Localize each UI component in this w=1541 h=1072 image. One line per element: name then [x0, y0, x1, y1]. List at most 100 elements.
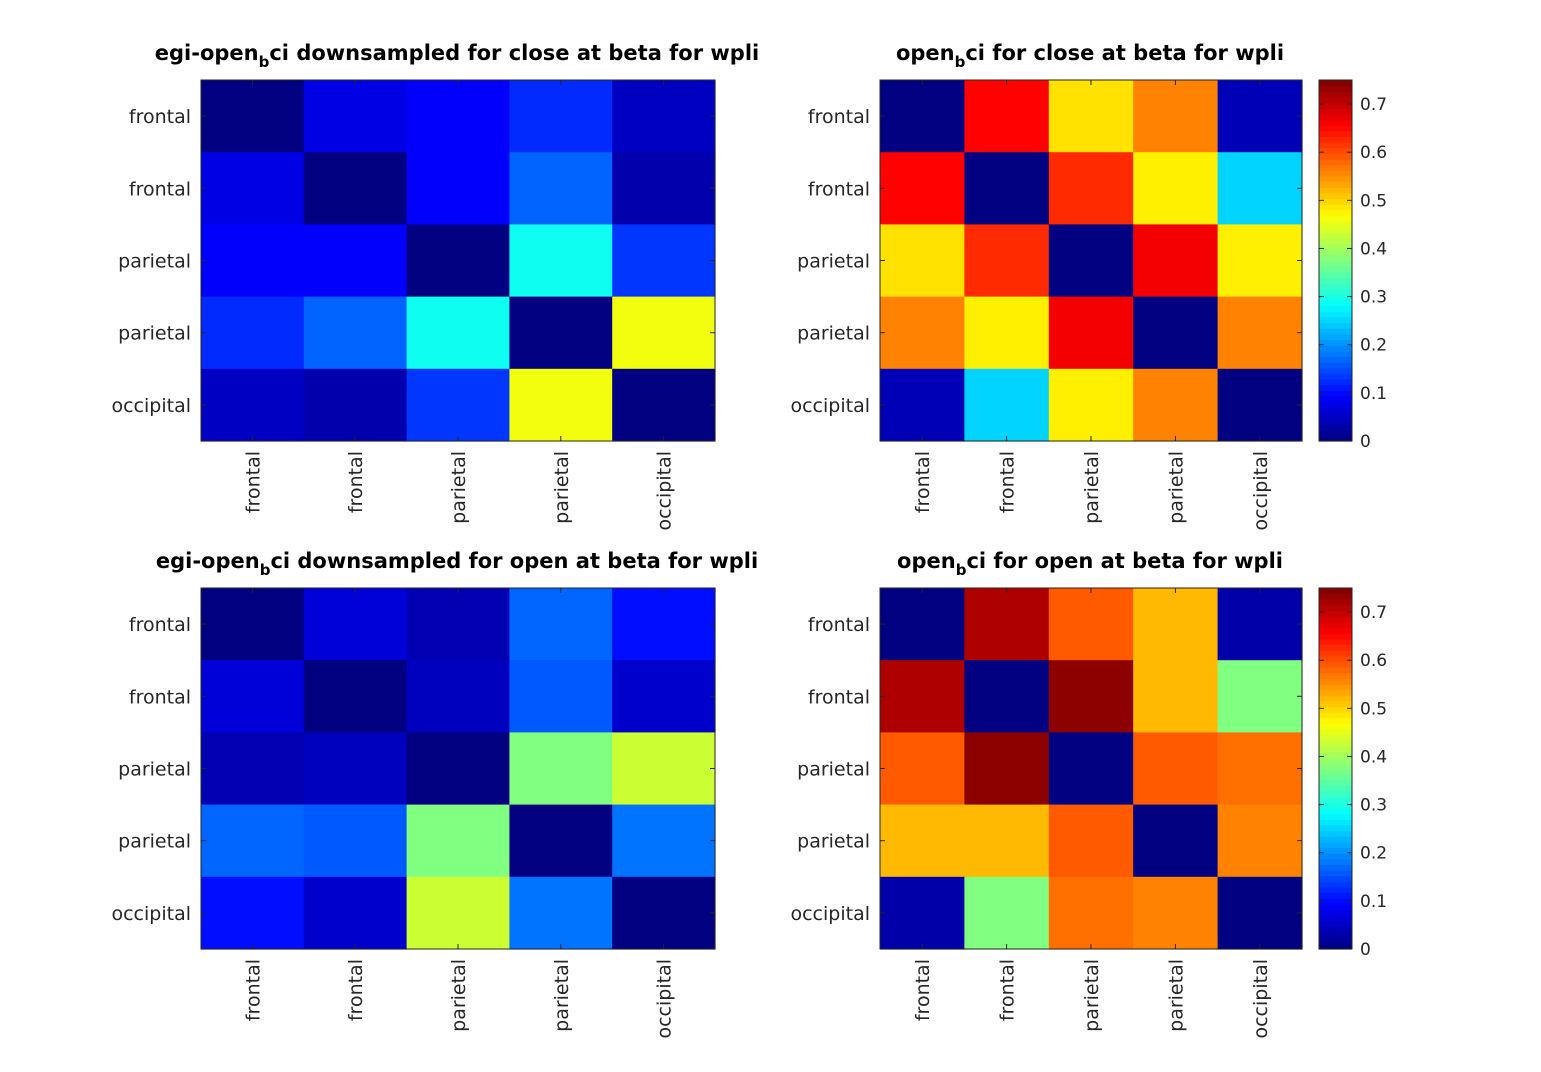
- heatmap-cell: [1217, 152, 1303, 225]
- colorbar: 0 0.1 0.2 0.3 0.4 0.5 0.6 0.7: [1318, 79, 1387, 452]
- y-tick-label: occipital: [111, 903, 191, 925]
- title-text: egi-open: [156, 549, 260, 573]
- y-tick-label: parietal: [118, 323, 191, 345]
- title-subscript: b: [260, 561, 271, 579]
- heatmap-cell: [201, 152, 305, 225]
- colorbar-segment: [1319, 85, 1352, 92]
- heatmap-cell: [880, 732, 965, 806]
- colorbar-segment: [1319, 689, 1352, 696]
- colorbar-segment: [1319, 864, 1352, 871]
- heatmap-cell: [406, 876, 510, 950]
- heatmap-cell: [880, 368, 965, 442]
- heatmap-cell: [964, 152, 1050, 225]
- colorbar-segment: [1319, 824, 1352, 832]
- heatmap-cell: [303, 660, 408, 733]
- colorbar-tick-label: 0.3: [1360, 796, 1387, 816]
- y-tick-label: frontal: [129, 178, 191, 200]
- y-tick-labels: frontal frontal parietal parietal occipital: [111, 106, 191, 417]
- heatmap-cell: [1133, 152, 1219, 225]
- heatmap-cell: [1217, 296, 1303, 370]
- colorbar-segment: [1319, 164, 1352, 171]
- colorbar-segment: [1319, 785, 1352, 792]
- heatmap-cell: [509, 876, 613, 950]
- y-tick-label: frontal: [808, 106, 870, 128]
- colorbar-segment: [1319, 599, 1352, 606]
- heatmap-panel-close-downsampled: egi-openbci downsampled for close at bet…: [111, 41, 759, 531]
- heatmap-cell: [201, 876, 305, 950]
- colorbar-segment: [1319, 768, 1352, 775]
- heatmap-cell: [964, 804, 1050, 878]
- y-tick-label: frontal: [129, 614, 191, 636]
- y-tick-label: frontal: [808, 614, 870, 636]
- x-tick-label: parietal: [1081, 451, 1103, 524]
- colorbar-segment: [1319, 898, 1352, 905]
- heatmap-panel-open-openbci: openbci for open at beta for wpli fronta…: [790, 549, 1387, 1039]
- heatmap-cell: [880, 876, 965, 950]
- heatmap-cell: [201, 660, 305, 733]
- colorbar-segment: [1319, 886, 1352, 894]
- heatmap-cell: [303, 804, 408, 878]
- heatmap-cells: [880, 80, 1303, 442]
- heatmap-cell: [1048, 80, 1134, 153]
- title-text: open: [897, 549, 956, 573]
- colorbar-segment: [1319, 181, 1352, 188]
- heatmap-cell: [612, 296, 716, 370]
- heatmap-cell: [612, 80, 716, 153]
- heatmap-cell: [1217, 804, 1303, 878]
- colorbar-tick-label: 0: [1360, 432, 1371, 452]
- title-subscript: b: [956, 561, 967, 579]
- heatmap-cell: [612, 368, 716, 442]
- title-text: open: [896, 41, 955, 65]
- colorbar-segment: [1319, 853, 1352, 860]
- colorbar-segment: [1319, 435, 1352, 442]
- colorbar-frame: [1318, 79, 1353, 442]
- colorbar-segment: [1319, 932, 1352, 939]
- colorbar-segment: [1319, 683, 1352, 691]
- colorbar-segment: [1319, 395, 1352, 403]
- x-tick-label: frontal: [912, 959, 934, 1021]
- y-tick-label: parietal: [797, 323, 870, 345]
- colorbar-tick-label: 0.1: [1360, 892, 1387, 912]
- heatmap-panel-close-openbci: openbci for close at beta for wpli front…: [790, 41, 1387, 531]
- heatmap-cell: [406, 804, 510, 878]
- heatmap-cell: [612, 732, 716, 806]
- heatmap-panel-open-downsampled: egi-openbci downsampled for open at beta…: [111, 549, 758, 1039]
- colorbar-segment: [1319, 153, 1352, 160]
- colorbar-tick-label: 0.7: [1360, 603, 1387, 623]
- colorbar-segment: [1319, 424, 1352, 431]
- colorbar-segment: [1319, 695, 1352, 702]
- colorbar-segment: [1319, 119, 1352, 126]
- heatmap-cell: [880, 80, 965, 153]
- colorbar-segment: [1319, 260, 1352, 267]
- colorbar-segment: [1319, 333, 1352, 341]
- colorbar-segment: [1319, 875, 1352, 882]
- heatmap-cell: [1133, 732, 1219, 806]
- colorbar-tick-label: 0.4: [1360, 747, 1387, 767]
- colorbar-segment: [1319, 858, 1352, 865]
- y-tick-label: occipital: [111, 395, 191, 417]
- colorbar-segment: [1319, 221, 1352, 228]
- x-tick-label: parietal: [1165, 959, 1187, 1032]
- heatmap-cell: [201, 732, 305, 806]
- title-text: ci for open at beta for wpli: [966, 549, 1283, 573]
- heatmap-cell: [1133, 224, 1219, 298]
- colorbar-tick-label: 0.4: [1360, 239, 1387, 259]
- colorbar-segment: [1319, 779, 1352, 787]
- heatmap-cell: [509, 660, 613, 733]
- chart-title: egi-openbci downsampled for open at beta…: [156, 549, 758, 579]
- colorbar-segment: [1319, 356, 1352, 363]
- colorbar-segment: [1319, 841, 1352, 849]
- y-tick-label: occipital: [790, 903, 870, 925]
- colorbar-segment: [1319, 192, 1352, 200]
- colorbar-segment: [1319, 102, 1352, 109]
- heatmap-cell: [509, 588, 613, 661]
- x-tick-label: frontal: [242, 451, 264, 513]
- colorbar-segment: [1319, 712, 1352, 719]
- heatmap-cell: [201, 296, 305, 370]
- colorbar-segment: [1319, 796, 1352, 803]
- colorbar-segment: [1319, 819, 1352, 826]
- colorbar-segment: [1319, 700, 1352, 708]
- colorbar-segment: [1319, 367, 1352, 374]
- colorbar-segment: [1319, 226, 1352, 233]
